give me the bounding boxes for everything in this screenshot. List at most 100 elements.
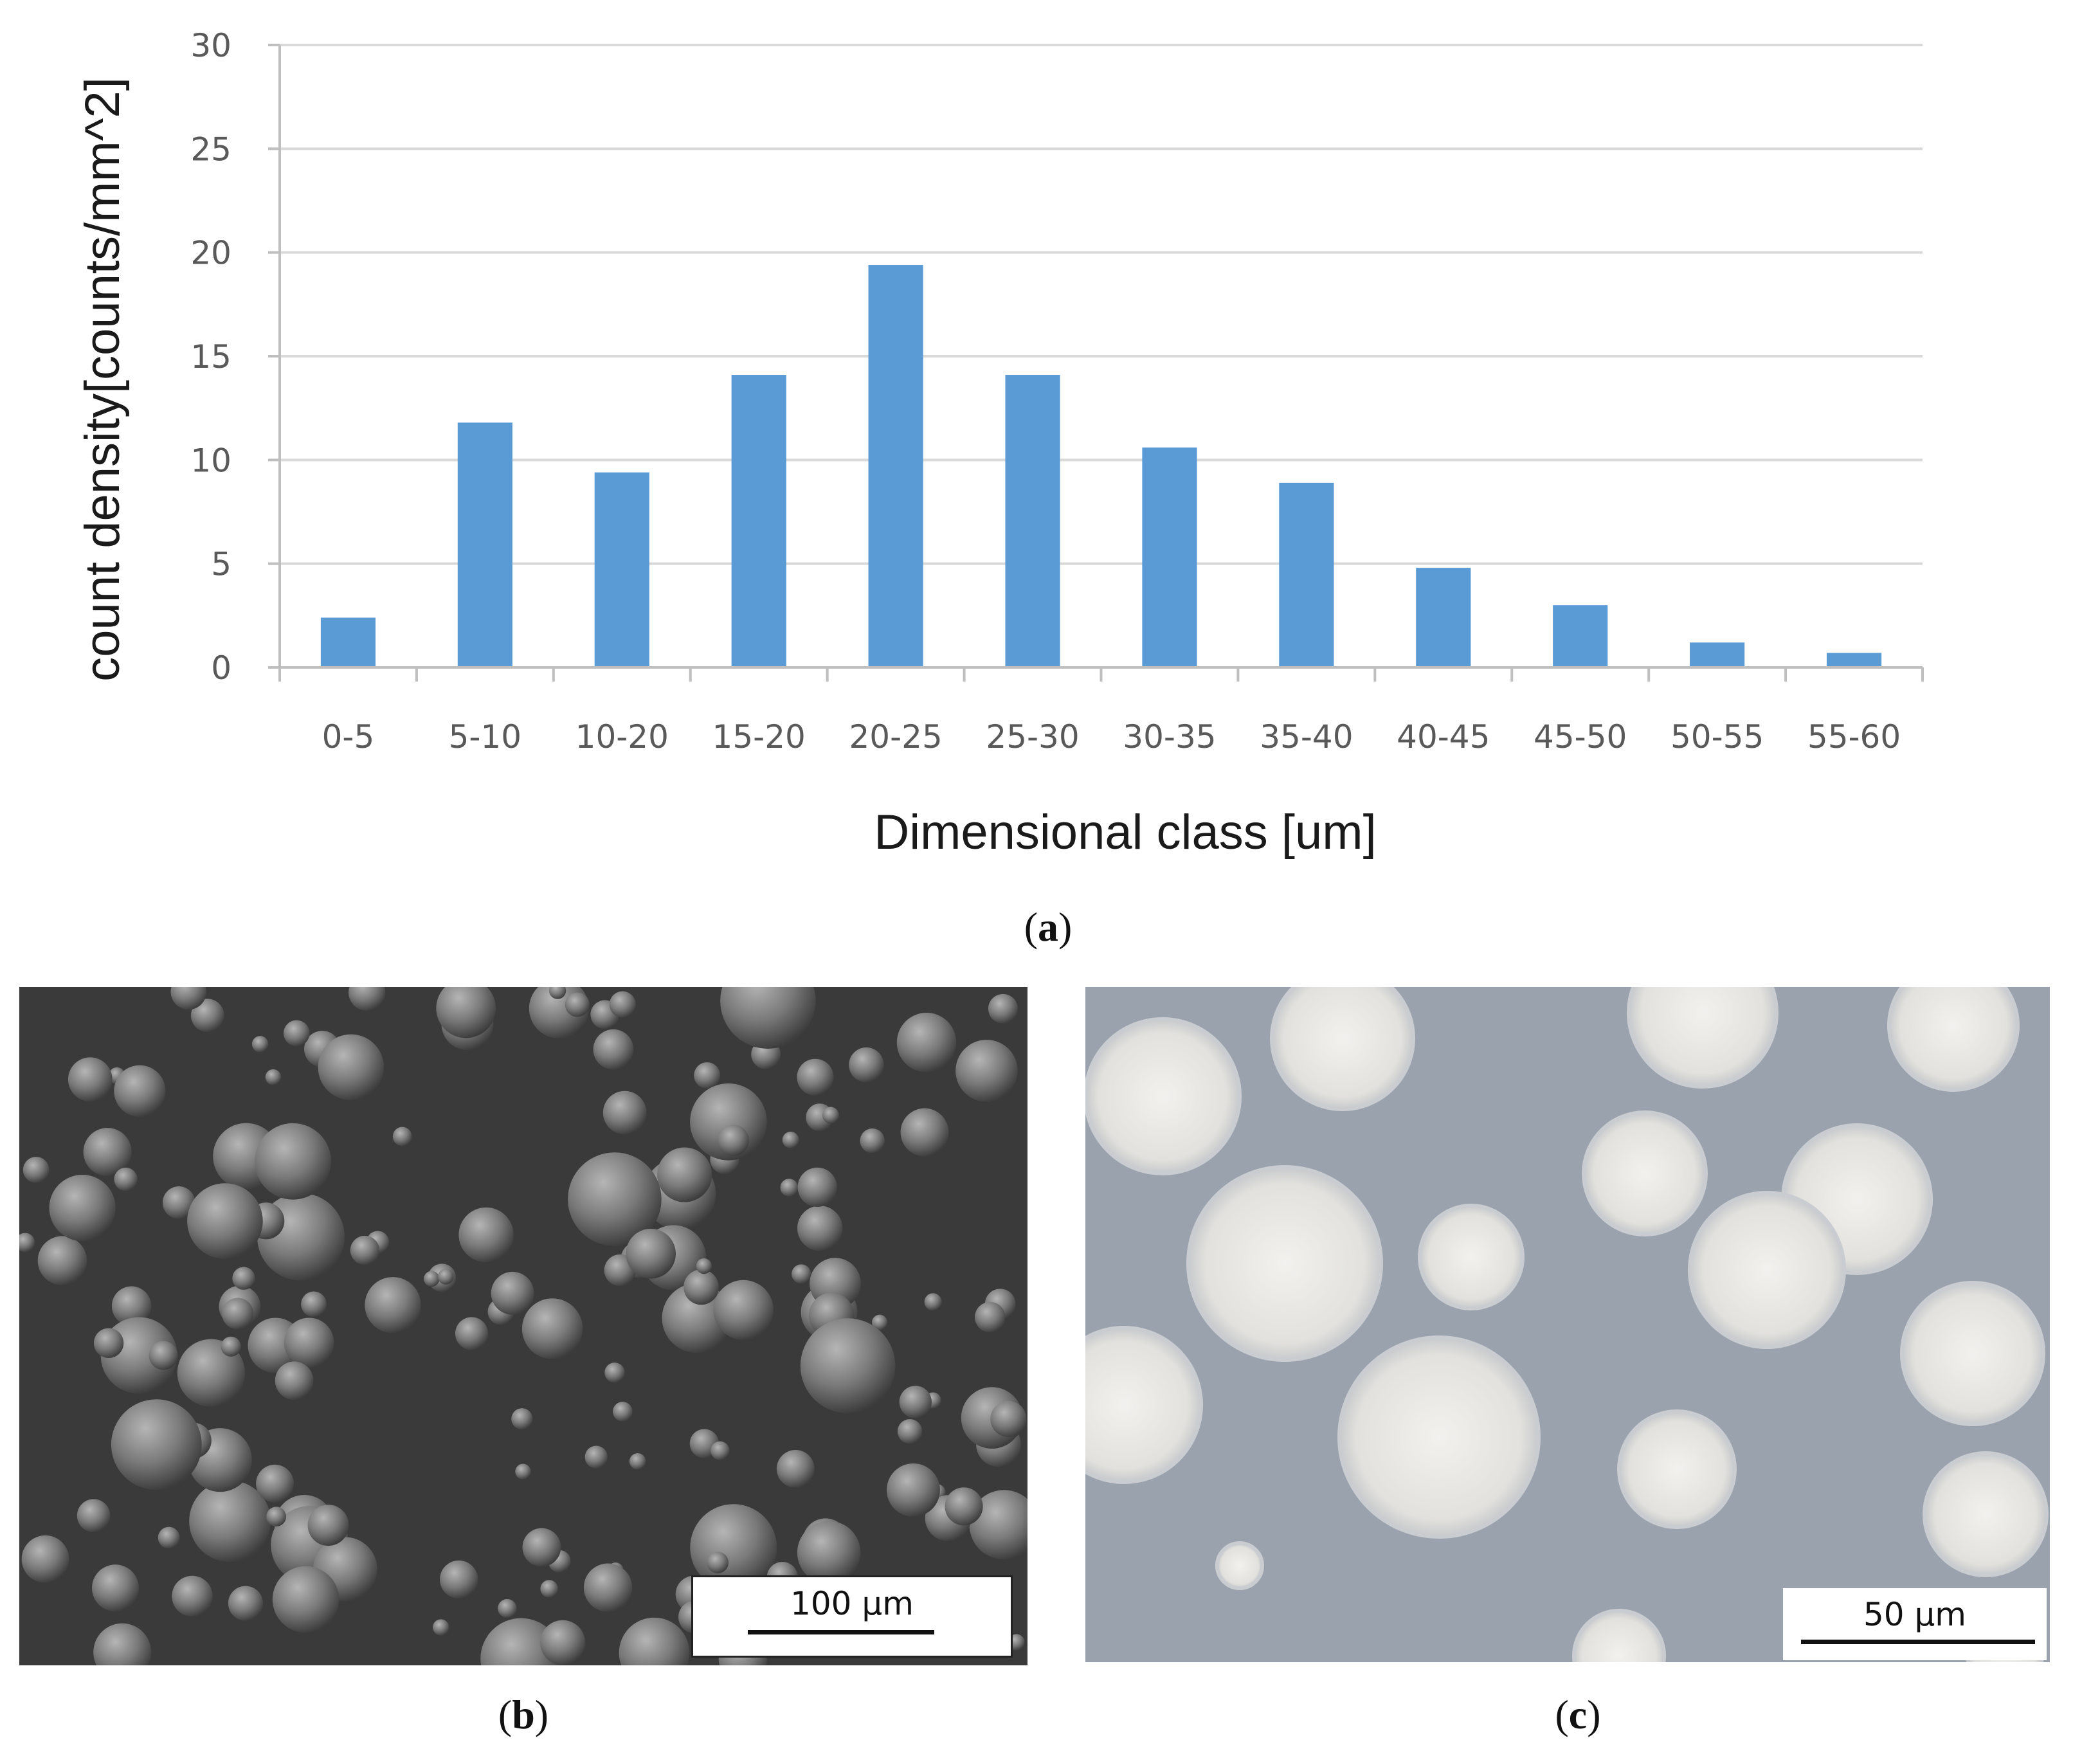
gridlines — [280, 44, 1923, 565]
sem-particle — [782, 1131, 799, 1148]
sem-particle — [350, 1235, 380, 1265]
bar-20-25 — [868, 265, 923, 667]
sem-particle — [613, 1402, 633, 1422]
sem-particle — [301, 1291, 327, 1317]
y-tick-label: 25 — [190, 131, 231, 168]
y-tick-label: 20 — [190, 235, 231, 272]
sem-particle — [718, 1125, 749, 1156]
sem-particle — [37, 1236, 87, 1285]
y-axis-title: count density[counts/mm^2] — [75, 77, 130, 682]
sem-particle — [604, 1362, 625, 1383]
bar-35-40 — [1279, 482, 1334, 667]
sem-particle — [694, 1062, 721, 1089]
sem-particle — [189, 1480, 271, 1562]
optical-particle — [1923, 1451, 2049, 1577]
sem-particle — [149, 1341, 178, 1370]
sem-particle — [565, 992, 590, 1017]
x-tick-label: 50-55 — [1670, 718, 1764, 756]
sem-particle — [19, 1233, 35, 1253]
x-tick-label: 15-20 — [712, 718, 806, 756]
sem-particle — [822, 1107, 839, 1124]
bar-15-20 — [731, 375, 786, 667]
sem-particle — [540, 1580, 558, 1598]
sem-particle — [91, 1564, 139, 1612]
sem-particle — [272, 1566, 339, 1633]
sem-particle — [797, 1206, 843, 1251]
optical-particle — [1270, 987, 1415, 1111]
sem-particle — [988, 993, 1018, 1024]
bar-50-55 — [1690, 642, 1745, 667]
sem-particle — [776, 1450, 815, 1488]
scale-bar-b-label: 100 µm — [790, 1585, 914, 1622]
sem-particle — [222, 1298, 254, 1330]
sem-particle — [792, 1264, 811, 1284]
bar-40-45 — [1416, 568, 1471, 667]
sem-particle — [609, 991, 636, 1018]
sem-particle — [23, 1157, 50, 1183]
sem-particle — [436, 987, 496, 1038]
sem-particle — [172, 1575, 213, 1617]
sem-particle — [93, 1623, 152, 1665]
sem-particle — [283, 1020, 310, 1047]
sem-particle — [549, 987, 566, 999]
sem-particle — [924, 1293, 942, 1311]
scale-bar-c: 50 µm — [1783, 1588, 2047, 1660]
optical-particle — [1215, 1541, 1264, 1590]
sem-particle — [711, 1441, 730, 1460]
sem-particle — [365, 1277, 421, 1334]
sem-particle — [990, 1400, 1027, 1437]
optical-particle — [1627, 987, 1779, 1089]
sem-particle — [458, 1207, 514, 1263]
optical-particle — [1085, 1017, 1242, 1175]
sem-particle — [318, 1034, 385, 1101]
sem-particle — [93, 1328, 124, 1359]
sem-particle — [111, 1399, 202, 1490]
scale-bar-b-line — [748, 1630, 934, 1634]
sem-micrograph: 100 µm — [19, 987, 1027, 1665]
panel-label-c: (c) — [1555, 1692, 1601, 1737]
sem-particle — [256, 1464, 294, 1503]
bar-5-10 — [457, 422, 512, 667]
panel-label-a: (a) — [1024, 904, 1073, 950]
tick-labels: 0 5 10 15 20 25 30 0-5 5-10 10-20 15-20 20-25 25-30 3… — [190, 27, 1901, 756]
sem-particle — [800, 1318, 896, 1413]
sem-particle — [860, 1128, 885, 1154]
sem-particle — [629, 1453, 646, 1470]
sem-particle — [584, 1445, 608, 1469]
sem-particle — [955, 1040, 1018, 1102]
x-tick-label: 25-30 — [986, 718, 1079, 756]
sem-particle — [221, 1336, 241, 1357]
sem-particle — [515, 1463, 531, 1480]
optical-particle — [1186, 1165, 1383, 1362]
sem-particle — [797, 1521, 861, 1584]
sem-particle — [797, 1058, 834, 1096]
sem-particle — [540, 1620, 586, 1665]
bar-25-30 — [1005, 375, 1060, 667]
sem-particle — [158, 1526, 180, 1549]
sem-particle — [455, 1317, 489, 1350]
sem-particle — [284, 1317, 334, 1368]
optical-particle — [1887, 987, 2020, 1092]
optical-particle — [1900, 1281, 2045, 1426]
sem-particle — [255, 1123, 331, 1200]
x-tick-label: 35-40 — [1260, 718, 1353, 756]
sem-particle — [187, 1183, 263, 1259]
x-tick-label: 20-25 — [849, 718, 942, 756]
x-tick-label: 10-20 — [575, 718, 669, 756]
sem-particles — [19, 987, 1027, 1665]
sem-particle — [433, 1619, 449, 1636]
y-tick-label: 5 — [211, 546, 231, 583]
bar-10-20 — [594, 472, 649, 667]
sem-particle — [228, 1586, 264, 1621]
scale-bar-c-line — [1801, 1640, 2035, 1644]
sem-particle — [111, 1286, 152, 1326]
axes — [268, 44, 1924, 682]
sem-particle — [797, 1167, 837, 1207]
sem-particle — [49, 1175, 116, 1242]
sem-particle — [849, 1047, 884, 1083]
y-tick-label: 15 — [190, 338, 231, 376]
optical-particle — [1418, 1204, 1525, 1310]
sem-particle — [170, 987, 206, 1010]
optical-particles — [1085, 987, 2049, 1662]
sem-particle — [275, 1361, 314, 1400]
